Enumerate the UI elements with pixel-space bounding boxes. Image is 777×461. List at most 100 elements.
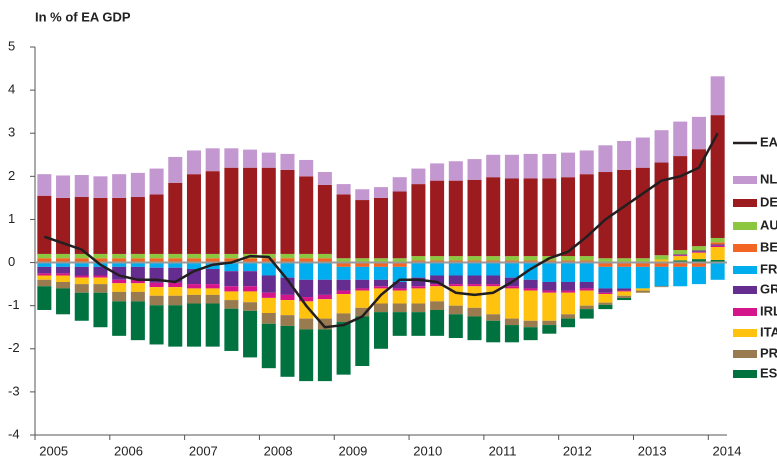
bar-segment — [355, 279, 370, 289]
bar-segment — [224, 262, 239, 272]
bar-segment — [504, 154, 519, 179]
bar-segment — [130, 197, 145, 254]
bar-segment — [224, 258, 239, 263]
bar-segment — [561, 256, 576, 261]
bar-segment — [617, 169, 632, 259]
bar-segment — [37, 195, 52, 254]
bar-segment — [561, 292, 576, 315]
x-tick-label: 2012 — [563, 443, 592, 458]
bar-segment — [130, 253, 145, 259]
x-tick-label: 2013 — [638, 443, 667, 458]
y-tick-label: 4 — [8, 82, 15, 97]
legend-label: ES — [760, 365, 777, 380]
bar-segment — [299, 262, 314, 280]
bar-segment — [430, 275, 445, 285]
bar-segment — [467, 159, 482, 180]
bar-segment — [56, 281, 71, 289]
bar-segment — [355, 316, 370, 367]
bar-segment — [280, 169, 295, 254]
bar-segment — [617, 295, 632, 298]
bar-segment — [186, 288, 201, 295]
bar-segment — [411, 184, 426, 257]
bar-segment — [523, 153, 538, 179]
bar-segment — [561, 314, 576, 319]
bar-segment — [411, 303, 426, 313]
bar-segment — [299, 176, 314, 254]
bar-segment — [261, 262, 276, 276]
bar-segment — [205, 148, 220, 172]
bar-segment — [448, 284, 463, 287]
bar-segment — [523, 260, 538, 263]
bar-segment — [486, 314, 501, 321]
bar-segment — [280, 294, 295, 301]
bar-segment — [168, 305, 183, 347]
bar-segment — [542, 260, 557, 263]
x-tick-label: 2009 — [338, 443, 367, 458]
bar-segment — [243, 286, 258, 292]
bar-segment — [149, 194, 164, 254]
bar-segment — [74, 175, 89, 198]
bar-segment — [635, 266, 650, 289]
legend-swatch — [733, 199, 757, 207]
bar-segment — [654, 266, 669, 287]
bar-segment — [673, 250, 688, 255]
bar-segment — [317, 329, 332, 382]
bar-segment — [579, 281, 594, 289]
bar-segment — [467, 307, 482, 317]
bar-segment — [691, 262, 706, 267]
bar-segment — [373, 197, 389, 259]
bar-segment — [317, 294, 332, 300]
y-tick-label: -3 — [8, 383, 20, 398]
bar-segment — [317, 262, 332, 280]
bar-segment — [654, 259, 669, 262]
bar-segment — [56, 275, 71, 282]
bar-segment — [373, 312, 389, 349]
bar-segment — [579, 262, 594, 282]
bar-segment — [355, 262, 370, 267]
bar-segment — [355, 288, 370, 291]
bar-segment — [523, 320, 538, 328]
x-tick-label: 2011 — [489, 443, 517, 458]
bar-segment — [355, 189, 370, 201]
bar-segment — [504, 286, 519, 289]
bar-segment — [205, 294, 220, 304]
bar-segment — [261, 152, 276, 168]
bar-segment — [467, 256, 482, 261]
bar-segment — [336, 313, 351, 323]
bar-segment — [336, 322, 351, 375]
bar-segment — [467, 284, 482, 287]
legend-swatch — [733, 176, 757, 184]
bar-segment — [93, 258, 108, 263]
bar-segment — [467, 179, 482, 257]
bar-segment — [430, 262, 445, 276]
bar-segment — [448, 262, 463, 276]
bar-segment — [373, 279, 389, 287]
bar-segment — [430, 256, 445, 261]
bar-segment — [561, 290, 576, 293]
bar-segment — [261, 167, 276, 254]
bar-segment — [710, 247, 725, 260]
bar-segment — [280, 153, 295, 170]
bar-segment — [37, 279, 52, 287]
bar-segment — [654, 286, 669, 288]
bar-segment — [74, 277, 89, 285]
bar-segment — [186, 303, 201, 347]
bar-segment — [411, 260, 426, 263]
bar-segment — [635, 262, 650, 267]
bar-segment — [168, 295, 183, 306]
bar-segment — [112, 279, 127, 284]
bar-segment — [336, 294, 351, 314]
bar-segment — [430, 163, 445, 181]
bar-segment — [691, 266, 706, 285]
bar-segment — [542, 325, 557, 334]
bar-segment — [112, 253, 127, 259]
bar-segment — [598, 258, 613, 263]
y-tick-label: 3 — [8, 125, 15, 140]
bar-segment — [561, 262, 576, 282]
bar-segment — [523, 290, 538, 321]
bar-segment — [336, 194, 351, 259]
bar-segment — [673, 254, 688, 256]
bar-segment — [37, 258, 52, 263]
bar-segment — [224, 271, 239, 287]
bar-segment — [355, 290, 370, 308]
